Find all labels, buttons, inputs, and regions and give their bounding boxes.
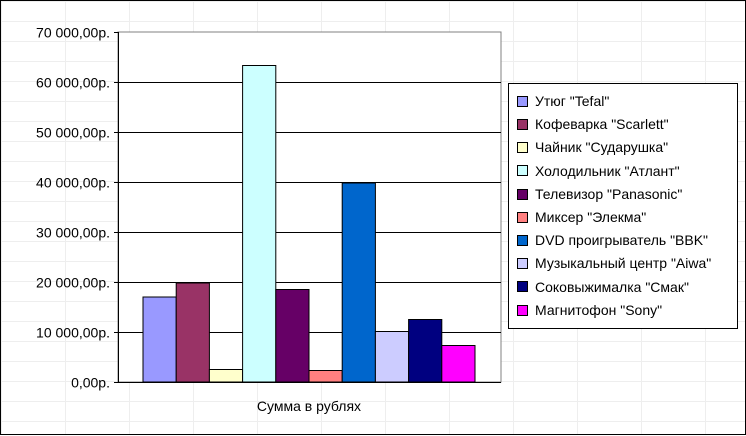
bar[interactable]: [275, 289, 310, 383]
legend-swatch: [517, 188, 528, 200]
legend-swatch: [517, 304, 528, 316]
bar[interactable]: [441, 345, 476, 383]
legend-label: Миксер "Элекма": [535, 209, 647, 225]
bar[interactable]: [175, 282, 210, 383]
legend-label: Холодильник "Атлант": [535, 162, 680, 179]
y-tick-label: 60 000,00р.: [36, 75, 110, 91]
legend-item[interactable]: Кофеварка "Scarlett": [517, 114, 669, 134]
legend-swatch: [517, 211, 528, 223]
bar[interactable]: [408, 319, 443, 383]
legend-item[interactable]: Чайник "Сударушка": [517, 137, 668, 157]
y-tick-label: 10 000,00р.: [36, 325, 110, 341]
legend-label: Телевизор "Panasonic": [535, 185, 683, 202]
legend-label: Утюг "Tefal": [535, 93, 610, 109]
bar[interactable]: [308, 370, 343, 383]
y-tick-label: 0,00р.: [71, 375, 110, 391]
y-tick-label: 30 000,00р.: [36, 225, 110, 241]
y-tick-label: 70 000,00р.: [36, 25, 110, 41]
legend-item[interactable]: Телевизор "Panasonic": [517, 184, 682, 204]
legend-item[interactable]: Магнитофон "Sony": [517, 300, 662, 320]
legend-label: Магнитофон "Sony": [535, 301, 663, 318]
legend-label: Кофеварка "Scarlett": [535, 116, 669, 133]
bar[interactable]: [242, 65, 277, 383]
legend-swatch: [517, 142, 528, 154]
legend-swatch: [517, 234, 528, 246]
bar[interactable]: [208, 369, 244, 383]
y-tick-label: 50 000,00р.: [36, 125, 110, 141]
legend-label: DVD проигрыватель "BBK": [535, 232, 709, 249]
y-axis: 0,00р. 10 000,00р. 20 000,00р. 30 000,00р. 4…: [36, 25, 501, 391]
legend-label: Соковыжималка "Смак": [535, 278, 689, 295]
legend-swatch: [517, 118, 528, 130]
legend-swatch: [517, 165, 528, 177]
bar[interactable]: [142, 296, 177, 383]
legend-swatch: [517, 258, 528, 270]
legend-swatch: [517, 95, 528, 107]
legend-item[interactable]: Миксер "Элекма": [517, 207, 646, 227]
x-axis-label: Сумма в рублях: [257, 398, 361, 414]
legend-label: Музыкальный центр "Aiwa": [535, 255, 712, 272]
legend-item[interactable]: Музыкальный центр "Aiwa": [517, 253, 711, 273]
legend-item[interactable]: DVD проигрыватель "BBK": [517, 230, 708, 250]
y-tick-label: 20 000,00р.: [36, 275, 110, 291]
legend-item[interactable]: Холодильник "Атлант": [517, 161, 680, 181]
y-tick-label: 40 000,00р.: [36, 175, 110, 191]
legend-swatch: [517, 281, 528, 293]
legend-item[interactable]: Соковыжималка "Смак": [517, 277, 689, 297]
legend-item[interactable]: Утюг "Tefal": [517, 91, 609, 111]
bars: [142, 65, 476, 383]
legend-label: Чайник "Сударушка": [535, 139, 669, 156]
bar[interactable]: [341, 182, 376, 383]
bar[interactable]: [374, 331, 410, 383]
legend[interactable]: Утюг "Tefal" Кофеварка "Scarlett" Чайник "…: [508, 83, 738, 329]
